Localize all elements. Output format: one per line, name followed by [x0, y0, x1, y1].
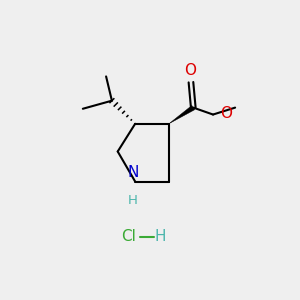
Text: O: O: [220, 106, 232, 121]
Text: H: H: [128, 194, 138, 207]
Text: Cl: Cl: [121, 230, 136, 244]
Text: N: N: [127, 165, 139, 180]
Polygon shape: [169, 106, 195, 124]
Text: H: H: [155, 230, 166, 244]
Text: O: O: [184, 63, 196, 78]
